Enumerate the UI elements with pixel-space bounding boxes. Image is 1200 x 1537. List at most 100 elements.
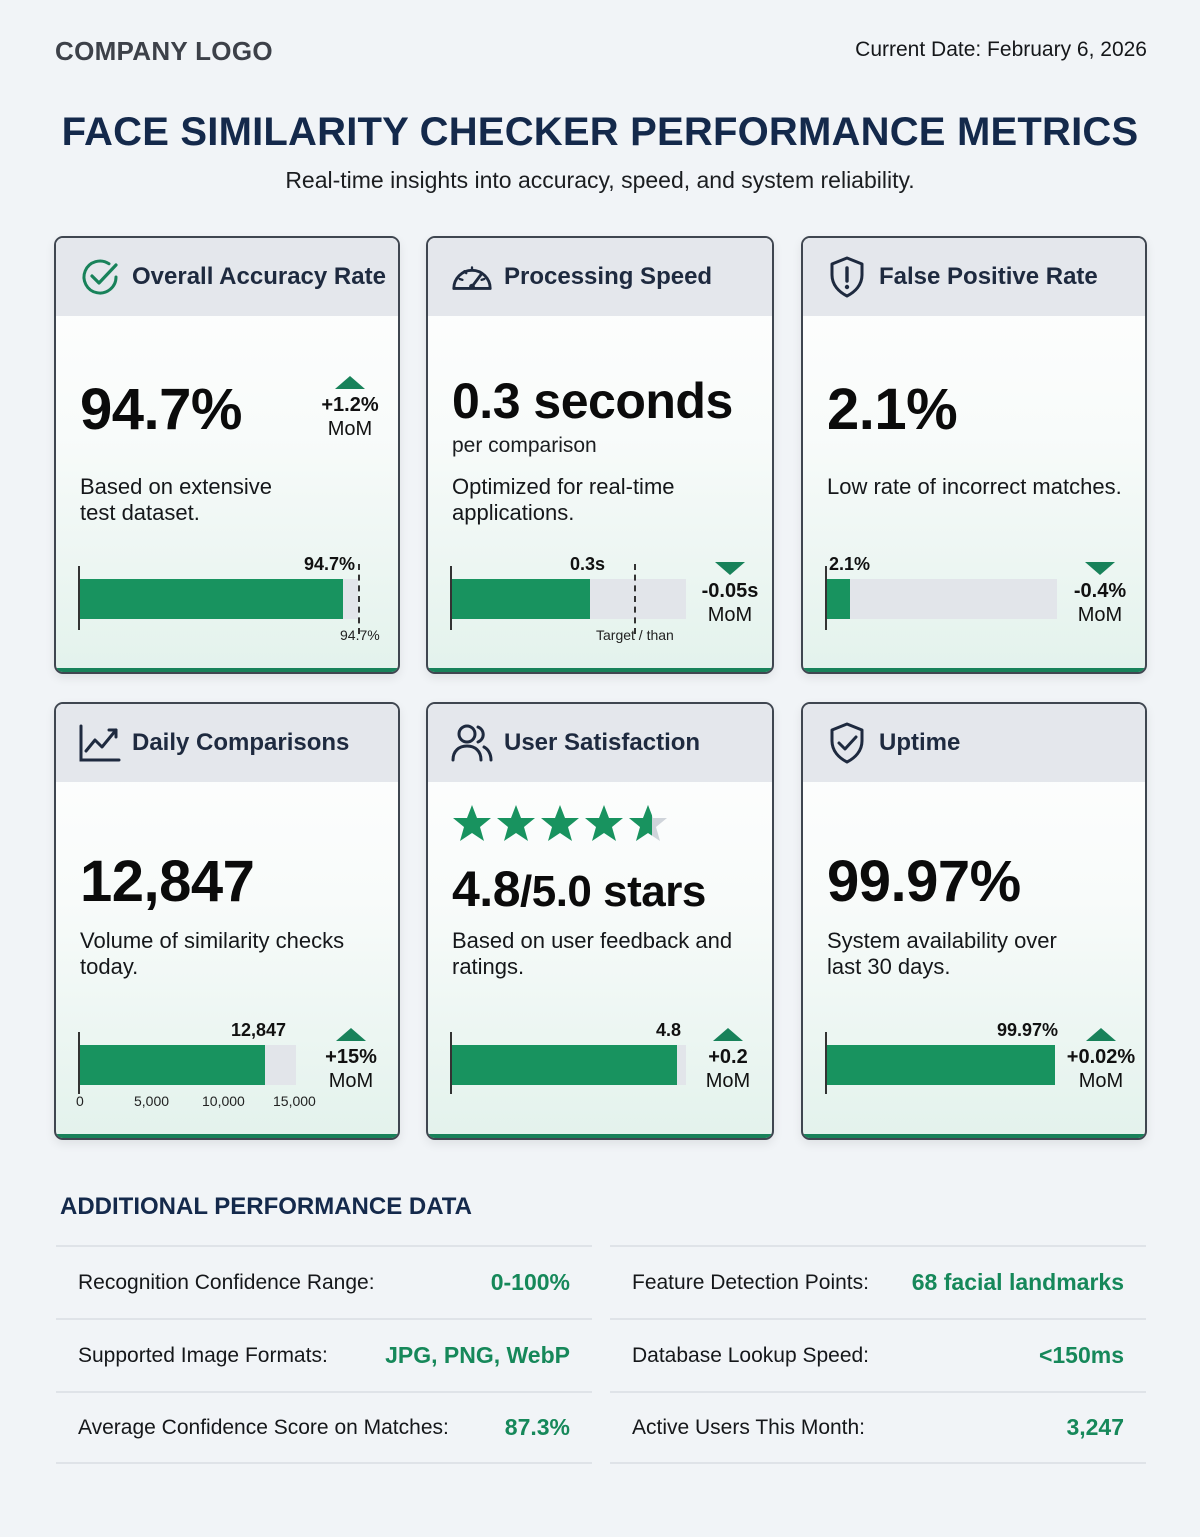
card-user-satisfaction: User Satisfaction 4.8/5.0 stars Based on… xyxy=(426,702,774,1140)
data-key: Average Confidence Score on Matches: xyxy=(78,1415,449,1439)
data-key: Feature Detection Points: xyxy=(632,1270,869,1294)
data-value: 87.3% xyxy=(504,1414,570,1440)
delta-indicator: +0.02% MoM xyxy=(1063,1028,1139,1093)
arrow-down-icon xyxy=(715,562,745,575)
metric-value: 4.8/5.0 stars xyxy=(452,860,706,918)
bar-axis xyxy=(450,1032,452,1094)
data-row: Average Confidence Score on Matches: 87.… xyxy=(56,1391,592,1464)
data-key: Recognition Confidence Range: xyxy=(78,1270,375,1294)
target-line xyxy=(634,564,636,634)
bar-axis xyxy=(78,1032,80,1094)
bar-fill xyxy=(80,1045,265,1085)
bar-value-label: 0.3s xyxy=(570,554,606,574)
data-row: Database Lookup Speed: <150ms xyxy=(610,1318,1146,1391)
metric-description: Volume of similarity checks today. xyxy=(80,928,345,979)
metric-unit-note: per comparison xyxy=(452,434,597,457)
delta-indicator: -0.05s MoM xyxy=(694,562,766,627)
bar-axis xyxy=(78,566,80,630)
delta-indicator: +0.2 MoM xyxy=(694,1028,762,1093)
card-title: Uptime xyxy=(879,729,961,756)
metric-value: 12,847 xyxy=(80,849,255,914)
bar-value-label: 12,847 xyxy=(231,1020,287,1040)
trend-chart-icon xyxy=(78,721,122,765)
additional-data-left: Recognition Confidence Range: 0-100% Sup… xyxy=(56,1245,592,1464)
card-uptime: Uptime 99.97% System availability over l… xyxy=(801,702,1147,1140)
speedometer-icon xyxy=(450,255,494,299)
delta-unit: MoM xyxy=(1078,1070,1124,1092)
card-header: Processing Speed xyxy=(428,238,772,316)
star-rating xyxy=(452,804,668,842)
check-circle-icon xyxy=(78,255,122,299)
bar-fill xyxy=(827,1045,1055,1085)
delta-value: +0.02% xyxy=(1066,1046,1136,1068)
delta-value: +1.2% xyxy=(321,394,379,416)
card-header: Overall Accuracy Rate xyxy=(56,238,398,316)
axis-tick-label: 5,000 xyxy=(134,1093,170,1109)
card-header: User Satisfaction xyxy=(428,704,772,782)
bar-track xyxy=(827,1045,1055,1085)
bar-axis xyxy=(825,566,827,630)
card-title: Daily Comparisons xyxy=(132,729,350,756)
card-daily-comparisons: Daily Comparisons 12,847 Volume of simil… xyxy=(54,702,400,1140)
data-value: JPG, PNG, WebP xyxy=(385,1342,570,1368)
page-title: FACE SIMILARITY CHECKER PERFORMANCE METR… xyxy=(61,110,1139,154)
bar-value-label: 99.97% xyxy=(997,1020,1059,1040)
bar-axis xyxy=(825,1032,827,1094)
data-value: 0-100% xyxy=(490,1269,570,1295)
delta-value: +15% xyxy=(325,1046,377,1068)
delta-value: -0.05s xyxy=(701,580,759,602)
axis-tick-label: 10,000 xyxy=(202,1093,245,1109)
delta-indicator: +1.2% MoM xyxy=(318,376,382,441)
metric-description: Optimized for real-time applications. xyxy=(452,474,675,525)
delta-indicator: +15% MoM xyxy=(318,1028,384,1093)
bar-fill xyxy=(80,579,344,619)
bar-track xyxy=(452,1045,686,1085)
arrow-up-icon xyxy=(713,1028,743,1041)
bar-value-label: 94.7% xyxy=(304,554,356,574)
bar-track xyxy=(80,1045,296,1085)
delta-unit: MoM xyxy=(328,1070,374,1092)
target-label: Target / than xyxy=(596,627,674,643)
section-title: ADDITIONAL PERFORMANCE DATA xyxy=(60,1193,472,1220)
shield-alert-icon xyxy=(825,255,869,299)
data-key: Database Lookup Speed: xyxy=(632,1343,870,1367)
card-title: Processing Speed xyxy=(504,263,713,290)
card-title: Overall Accuracy Rate xyxy=(132,263,386,290)
axis-tick-label: 0 xyxy=(76,1093,84,1109)
bar-axis xyxy=(450,566,452,630)
card-header: False Positive Rate xyxy=(803,238,1145,316)
delta-indicator: -0.4% MoM xyxy=(1065,562,1135,627)
delta-unit: MoM xyxy=(327,418,373,440)
additional-data-right: Feature Detection Points: 68 facial land… xyxy=(610,1245,1146,1464)
delta-unit: MoM xyxy=(705,1070,751,1092)
metric-value: 0.3 seconds xyxy=(452,373,733,429)
current-date: Current Date: February 6, 2026 xyxy=(855,38,1147,61)
arrow-up-icon xyxy=(1086,1028,1116,1041)
data-key: Active Users This Month: xyxy=(632,1415,866,1439)
company-logo: COMPANY LOGO xyxy=(55,36,273,66)
metric-description: Low rate of incorrect matches. xyxy=(827,474,1122,499)
bar-value-label: 4.8 xyxy=(656,1020,682,1040)
data-key: Supported Image Formats: xyxy=(78,1343,328,1367)
bar-track xyxy=(452,579,686,619)
metric-value: 2.1% xyxy=(827,377,958,442)
axis-tick-label: 15,000 xyxy=(273,1093,316,1109)
delta-value: -0.4% xyxy=(1073,580,1127,602)
target-line xyxy=(358,564,360,634)
star-icon xyxy=(585,805,623,841)
card-accuracy: Overall Accuracy Rate 94.7% +1.2% MoM Ba… xyxy=(54,236,400,674)
card-header: Daily Comparisons xyxy=(56,704,398,782)
data-row: Feature Detection Points: 68 facial land… xyxy=(610,1245,1146,1318)
rating-suffix: /5.0 stars xyxy=(520,867,706,916)
bar-fill xyxy=(452,1045,677,1085)
shield-check-icon xyxy=(825,721,869,765)
metric-description: System availability over last 30 days. xyxy=(827,928,1057,979)
card-title: User Satisfaction xyxy=(504,729,701,756)
arrow-up-icon xyxy=(335,376,365,389)
delta-value: +0.2 xyxy=(708,1046,748,1068)
bar-value-label: 2.1% xyxy=(829,554,871,574)
card-processing-speed: Processing Speed 0.3 seconds per compari… xyxy=(426,236,774,674)
page-subtitle: Real-time insights into accuracy, speed,… xyxy=(285,167,915,193)
metric-description: Based on user feedback and ratings. xyxy=(452,928,733,979)
data-row: Supported Image Formats: JPG, PNG, WebP xyxy=(56,1318,592,1391)
